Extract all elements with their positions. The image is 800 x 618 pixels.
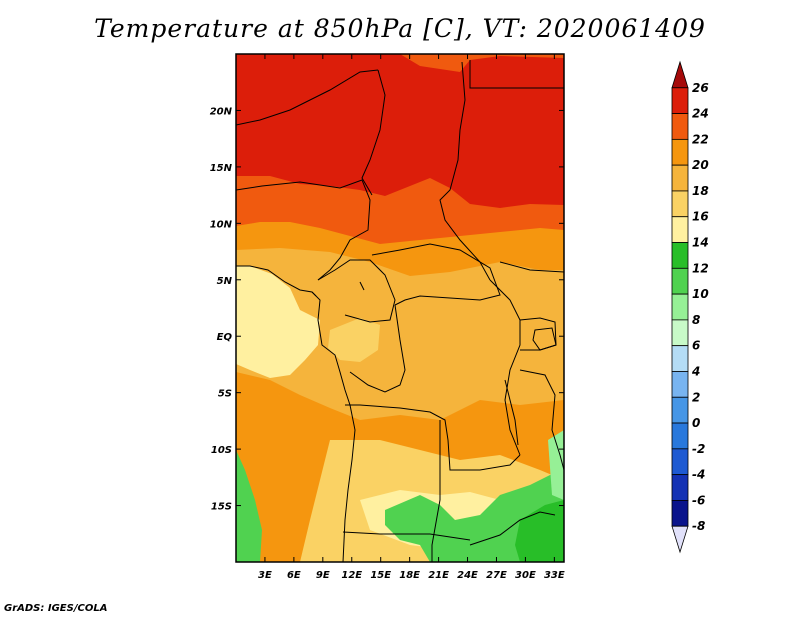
- colorbar-bin: [671, 293, 689, 321]
- colorbar-bin: [671, 138, 689, 166]
- colorbar-label: 6: [692, 339, 700, 353]
- colorbar-label: 18: [692, 184, 709, 198]
- border-niger-chad: [361, 69, 386, 196]
- border-libya-egypt: [469, 60, 564, 89]
- colorbar-bin: [671, 422, 689, 450]
- longitude-axis: 3E 6E 9E 12E 15E 18E 21E 24E 27E 30E 33E: [258, 54, 565, 581]
- colorbar-bin: [671, 474, 689, 501]
- colorbar-bin: [671, 319, 689, 347]
- colorbar-top-arrow: [671, 60, 689, 89]
- border-cameroon: [317, 259, 396, 323]
- lon-tick-label: 18E: [399, 570, 420, 581]
- lat-tick-label: 5S: [218, 389, 232, 400]
- border-nigeria: [236, 179, 371, 281]
- map-frame: [235, 53, 565, 563]
- grads-credit: GrADS: IGES/COLA: [4, 603, 108, 614]
- border-congo-drc: [349, 304, 406, 393]
- border-tanzania: [519, 369, 564, 471]
- latitude-axis: 20N 15N 10N 5N EQ 5S 10S 15S: [210, 106, 564, 513]
- lon-tick-label: 27E: [486, 570, 507, 581]
- lon-tick-label: 24E: [457, 570, 478, 581]
- country-borders: [236, 60, 564, 562]
- colorbar-bin: [671, 164, 689, 192]
- lat-tick-label: EQ: [217, 332, 233, 343]
- colorbar-label: 12: [692, 261, 709, 275]
- colorbar-label: 4: [691, 364, 700, 378]
- colorbar-label: 0: [692, 416, 700, 430]
- colorbar-bin: [671, 396, 689, 424]
- coastline-west: [236, 265, 356, 562]
- colorbar-bin: [671, 345, 689, 372]
- lon-tick-label: 21E: [428, 570, 449, 581]
- colorbar-label: 16: [692, 210, 709, 224]
- colorbar-label: 20: [692, 158, 709, 172]
- colorbar-label: 8: [692, 313, 700, 327]
- colorbar-label: -4: [692, 468, 705, 482]
- lake-victoria: [532, 327, 557, 351]
- region-cool-congo: [328, 318, 380, 362]
- region-mild-central: [236, 248, 564, 420]
- colorbar-bin: [671, 216, 689, 243]
- colorbar-bin: [671, 190, 689, 218]
- chart-title: Temperature at 850hPa [C], VT: 202006140…: [94, 14, 706, 43]
- lat-tick-label: 10N: [210, 219, 233, 230]
- lat-tick-label: 20N: [210, 106, 233, 117]
- colorbar-label: 24: [692, 107, 709, 121]
- border-uganda-kenya: [519, 317, 557, 351]
- colorbar-bin: [671, 267, 689, 295]
- lon-tick-label: 33E: [544, 570, 565, 581]
- lat-tick-label: 15N: [210, 163, 233, 174]
- colorbar-label: -6: [692, 493, 705, 507]
- lat-tick-label: 5N: [217, 276, 233, 287]
- colorbar-bottom-arrow: [671, 525, 689, 554]
- colorbar-label: -2: [692, 442, 705, 456]
- border-drc-south: [345, 404, 521, 471]
- colorbar-bin: [671, 448, 689, 476]
- border-ethiopia: [499, 261, 564, 273]
- border-gulf-islands: [311, 281, 365, 297]
- lon-tick-label: 12E: [341, 570, 362, 581]
- border-sahara-north: [236, 69, 379, 126]
- colorbar-label: 2: [692, 390, 700, 404]
- colorbar-label: -8: [692, 519, 705, 533]
- colorbar-label: 14: [692, 236, 709, 250]
- border-angola-zambia: [431, 420, 441, 562]
- lake-tanganyika: [504, 379, 519, 446]
- lat-tick-label: 10S: [211, 445, 232, 456]
- region-light-green-east: [548, 430, 564, 500]
- colorbar-label: 22: [692, 132, 709, 146]
- region-pale-gabon: [236, 266, 320, 378]
- lon-tick-label: 9E: [316, 570, 330, 581]
- colorbar-bin: [671, 113, 689, 140]
- temperature-field: [236, 54, 564, 562]
- lat-tick-label: 15S: [211, 502, 232, 513]
- colorbar-bin: [671, 371, 689, 398]
- lon-tick-label: 3E: [258, 570, 272, 581]
- border-namibia: [342, 531, 471, 541]
- lon-tick-label: 30E: [515, 570, 536, 581]
- region-green-southwest: [236, 450, 262, 562]
- colorbar-bin: [671, 87, 689, 114]
- lon-tick-label: 15E: [370, 570, 391, 581]
- colorbar-bin: [671, 242, 689, 269]
- colorbar-bin: [671, 500, 689, 527]
- region-dark-green-east: [515, 500, 564, 562]
- border-zambia-zim: [469, 511, 556, 546]
- lon-tick-label: 6E: [287, 570, 301, 581]
- border-car: [371, 243, 501, 306]
- border-chad-sudan: [439, 61, 491, 281]
- region-very-hot: [236, 54, 564, 208]
- colorbar-label: 26: [692, 81, 709, 95]
- border-drc-east: [489, 279, 521, 456]
- colorbar-label: 10: [692, 287, 709, 301]
